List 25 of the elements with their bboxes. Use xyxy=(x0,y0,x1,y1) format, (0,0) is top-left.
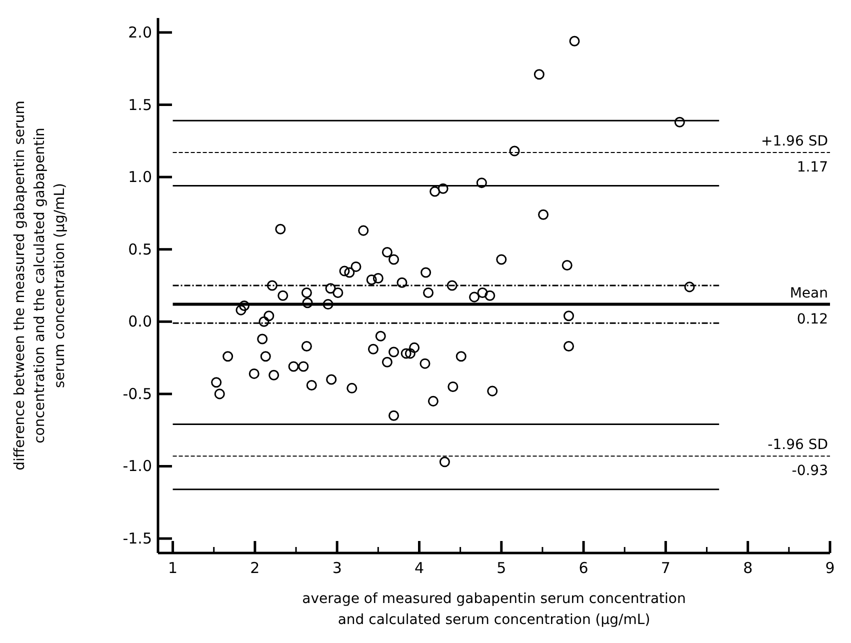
y-tick-label: 0.0 xyxy=(128,312,152,331)
ref-line-label: +1.96 SD xyxy=(760,133,828,150)
y-tick-label: 2.0 xyxy=(128,23,152,42)
ref-line-label: Mean xyxy=(790,285,828,302)
y-axis-title: difference between the measured gabapentin serum concentration and the calculated gabapentin serum concentration (µg/mL) xyxy=(12,100,68,470)
y-tick-label: -1.5 xyxy=(122,530,152,548)
y-tick-label: -0.5 xyxy=(122,384,152,403)
ref-line-label: -1.96 SD xyxy=(768,437,828,454)
x-tick-label: 8 xyxy=(743,559,753,577)
y-tick-label: 0.5 xyxy=(128,240,152,258)
x-tick-label: 9 xyxy=(825,559,835,577)
x-tick-label: 4 xyxy=(414,559,424,577)
x-tick-label: 5 xyxy=(496,559,506,577)
x-tick-label: 6 xyxy=(578,559,588,577)
x-tick-label: 7 xyxy=(660,559,670,577)
y-tick-label: 1.5 xyxy=(128,96,152,114)
annotation: 0.12 xyxy=(796,311,828,328)
annotation: -0.93 xyxy=(792,463,828,480)
y-tick-label: 1.0 xyxy=(128,168,152,186)
y-tick-label: -1.0 xyxy=(122,457,152,476)
x-tick-label: 3 xyxy=(332,559,342,577)
x-tick-label: 1 xyxy=(168,559,178,577)
x-tick-label: 2 xyxy=(250,559,260,577)
x-axis-title: average of measured gabapentin serum concentration and calculated serum concentration (µg/mL) xyxy=(302,591,686,628)
annotation: 1.17 xyxy=(796,159,828,176)
